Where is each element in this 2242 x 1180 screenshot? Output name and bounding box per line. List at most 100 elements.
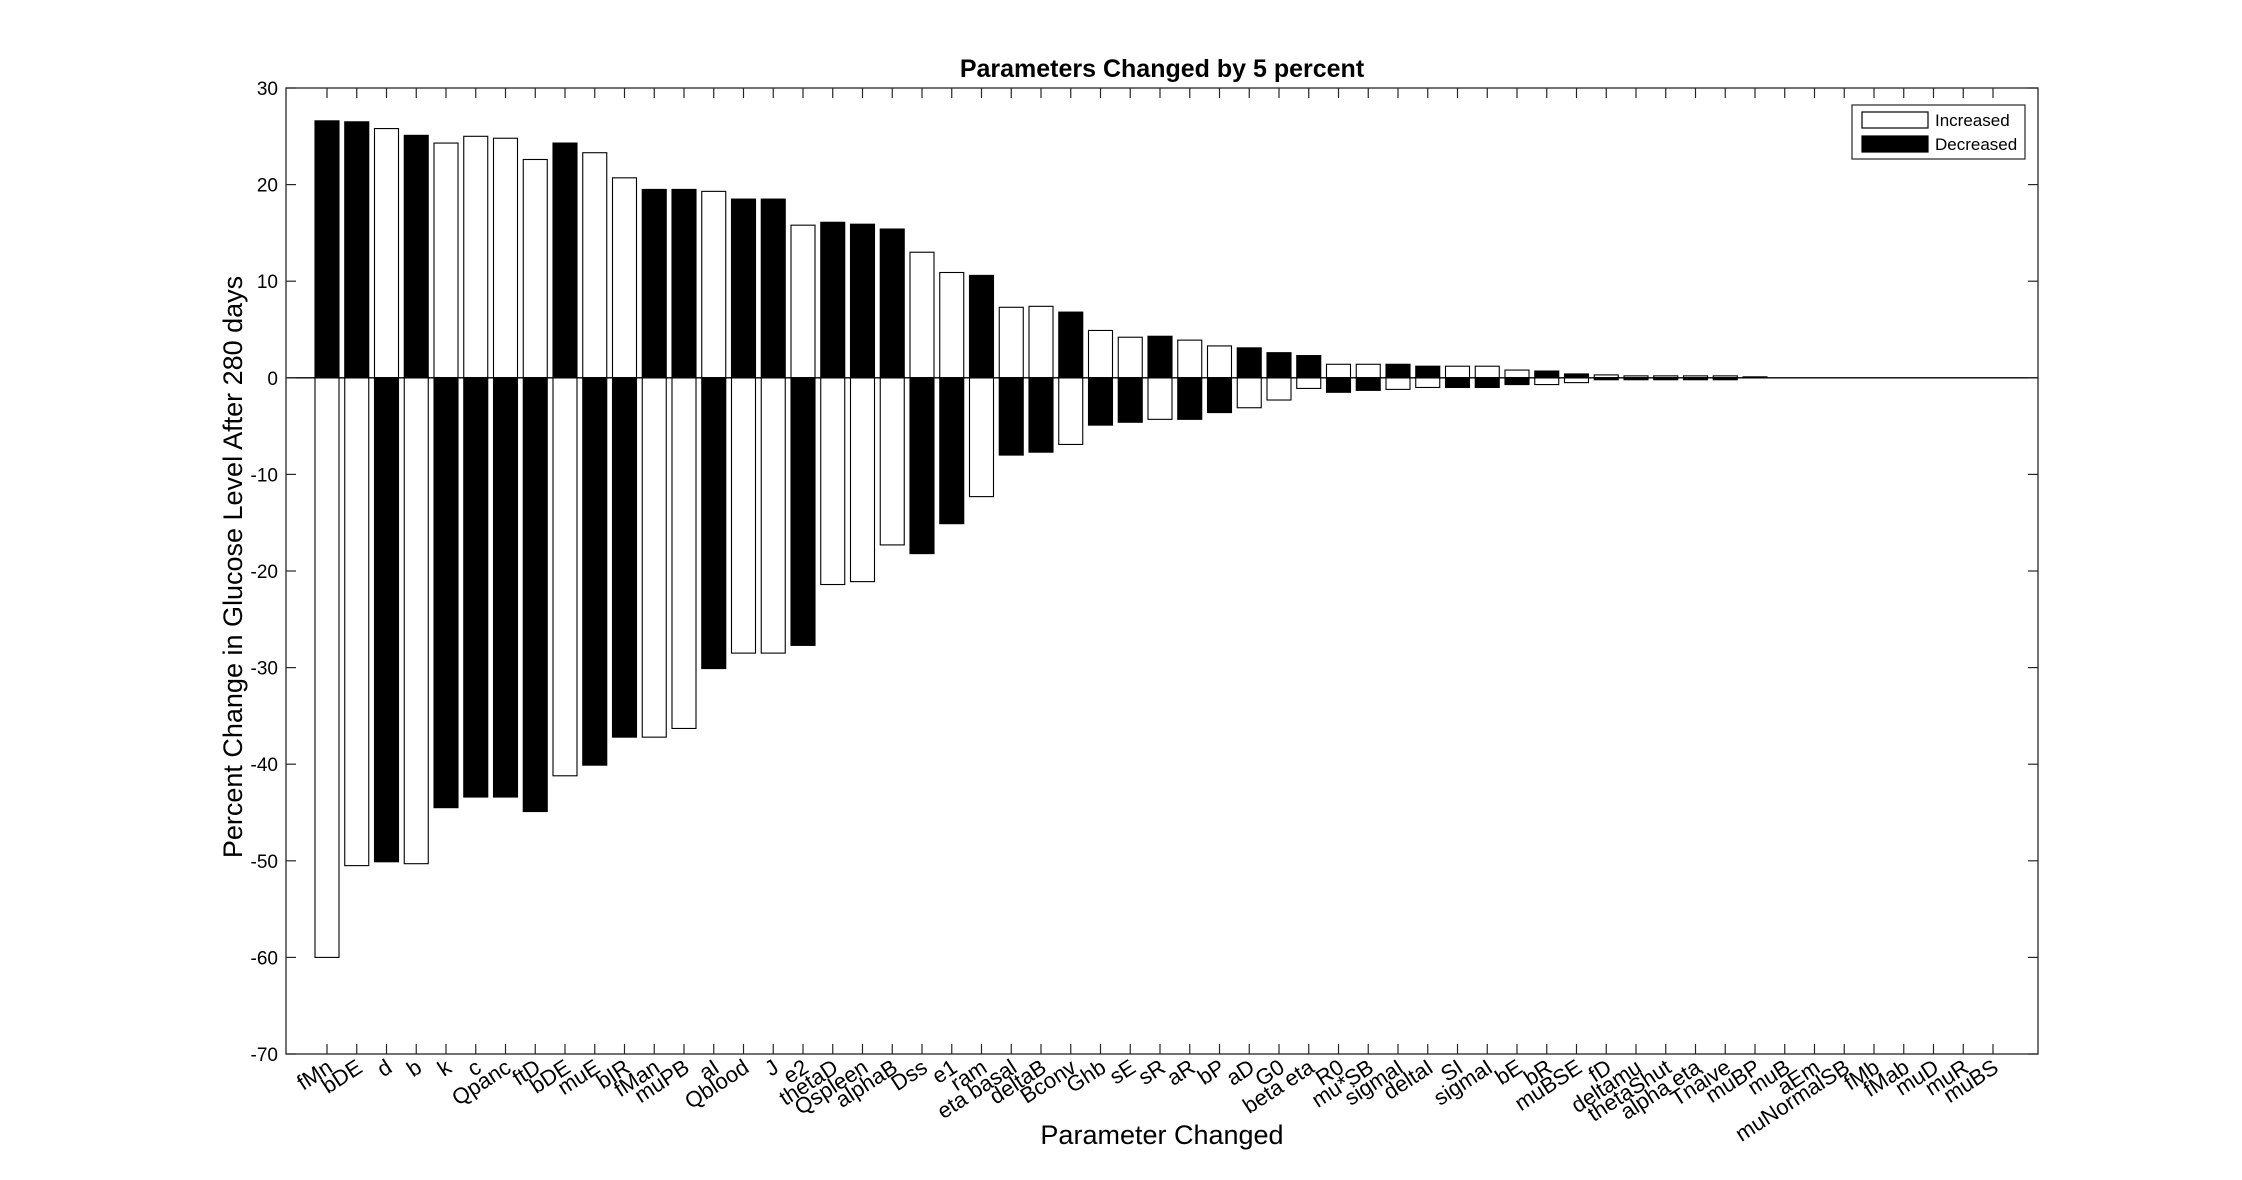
bar-increased-3: [403, 377, 429, 865]
bar-decreased-17: [820, 221, 846, 379]
bar-increased-36: [1385, 377, 1411, 390]
bar-decreased-35: [1355, 377, 1381, 391]
bar-decreased-10: [611, 377, 638, 738]
bar-increased-11: [641, 377, 667, 738]
bar-increased-17: [820, 377, 846, 586]
bar-increased-20: [909, 251, 935, 379]
bar-increased-14: [730, 377, 757, 654]
bar-decreased-26: [1087, 377, 1114, 426]
y-tick-label: 0: [267, 369, 278, 390]
bar-increased-22: [968, 377, 995, 498]
bar-decreased-32: [1266, 352, 1292, 379]
y-tick-label: -20: [251, 562, 278, 583]
bar-increased-1: [344, 377, 370, 867]
y-axis-label: Percent Change in Glucose Level After 28…: [218, 276, 248, 858]
bar-increased-33: [1296, 377, 1322, 389]
bar-increased-31: [1236, 377, 1262, 409]
bar-increased-21: [939, 271, 965, 379]
bar-increased-5: [463, 135, 489, 379]
bar-decreased-41: [1534, 370, 1560, 379]
bar-decreased-24: [1028, 377, 1054, 453]
bar-decreased-12: [671, 188, 697, 379]
bar-decreased-16: [790, 377, 816, 646]
bar-increased-18: [849, 377, 876, 583]
chart-title: Parameters Changed by 5 percent: [960, 55, 1365, 83]
bar-increased-10: [611, 177, 638, 379]
bar-decreased-33: [1296, 355, 1322, 379]
x-tick-label: Qpanc: [447, 1054, 515, 1110]
bar-decreased-11: [641, 188, 667, 379]
bar-decreased-15: [760, 198, 786, 379]
bar-increased-41: [1534, 377, 1560, 386]
y-tick-label: -50: [251, 852, 278, 873]
legend: Increased Decreased: [1851, 104, 2026, 160]
bar-decreased-34: [1325, 377, 1352, 393]
bar-decreased-2: [373, 377, 400, 863]
x-tick-label: b: [402, 1054, 426, 1082]
bar-decreased-5: [463, 377, 489, 798]
bar-increased-37: [1415, 377, 1441, 389]
bar-decreased-38: [1444, 377, 1471, 389]
bar-decreased-36: [1385, 363, 1411, 379]
bars-layer: [314, 120, 1768, 958]
bar-increased-9: [582, 152, 608, 379]
bar-increased-8: [552, 377, 578, 777]
bar-decreased-37: [1415, 365, 1441, 379]
bar-increased-34: [1325, 363, 1352, 379]
y-tick-label: -30: [251, 659, 278, 680]
bar-decreased-4: [433, 377, 459, 809]
bar-increased-24: [1028, 305, 1054, 379]
bar-decreased-25: [1058, 311, 1084, 379]
bar-decreased-30: [1206, 377, 1233, 414]
bar-increased-13: [701, 190, 727, 379]
y-tick-label: -60: [251, 948, 278, 969]
y-tick-label: 10: [257, 272, 278, 293]
y-axis: 30 20 10 0 -10 -20 -30 -40 -50 -60 -70: [251, 79, 2038, 1066]
bar-decreased-13: [701, 377, 727, 670]
bar-increased-29: [1177, 339, 1203, 379]
x-axis-label: Parameter Changed: [1040, 1120, 1283, 1150]
bar-increased-39: [1474, 365, 1500, 379]
bar-decreased-0: [314, 120, 340, 379]
bar-increased-12: [671, 377, 697, 730]
bar-increased-16: [790, 224, 816, 379]
bar-increased-27: [1117, 336, 1143, 379]
bar-decreased-31: [1236, 347, 1262, 379]
bar-increased-42: [1563, 377, 1590, 384]
bar-increased-38: [1444, 365, 1471, 379]
bar-increased-28: [1147, 377, 1173, 420]
legend-swatch-decreased: [1861, 135, 1929, 153]
bar-decreased-14: [730, 198, 757, 379]
bar-decreased-29: [1177, 377, 1203, 420]
bar-increased-0: [314, 377, 340, 958]
y-tick-label: 30: [257, 79, 278, 100]
bar-decreased-19: [879, 228, 905, 379]
bar-decreased-22: [968, 274, 995, 379]
bar-increased-30: [1206, 345, 1233, 379]
bar-decreased-6: [492, 377, 519, 798]
bar-increased-19: [879, 377, 905, 546]
bar-decreased-23: [998, 377, 1024, 456]
y-tick-label: -70: [251, 1045, 278, 1066]
bar-increased-25: [1058, 377, 1084, 446]
bar-increased-7: [522, 158, 548, 379]
bar-decreased-21: [939, 377, 965, 525]
bar-increased-32: [1266, 377, 1292, 401]
bar-decreased-28: [1147, 335, 1173, 379]
bar-decreased-27: [1117, 377, 1143, 423]
legend-swatch-increased: [1861, 111, 1929, 129]
bar-increased-35: [1355, 363, 1381, 379]
bar-increased-15: [760, 377, 786, 654]
bar-decreased-40: [1504, 377, 1530, 386]
bar-decreased-9: [582, 377, 608, 766]
bar-decreased-3: [403, 134, 429, 379]
legend-label-decreased: Decreased: [1935, 135, 2017, 154]
bar-decreased-8: [552, 142, 578, 379]
legend-label-increased: Increased: [1935, 111, 2010, 130]
x-tick-label: Qblood: [680, 1054, 753, 1114]
bar-increased-26: [1087, 329, 1114, 379]
bar-increased-23: [998, 306, 1024, 379]
y-tick-label: -10: [251, 465, 278, 486]
